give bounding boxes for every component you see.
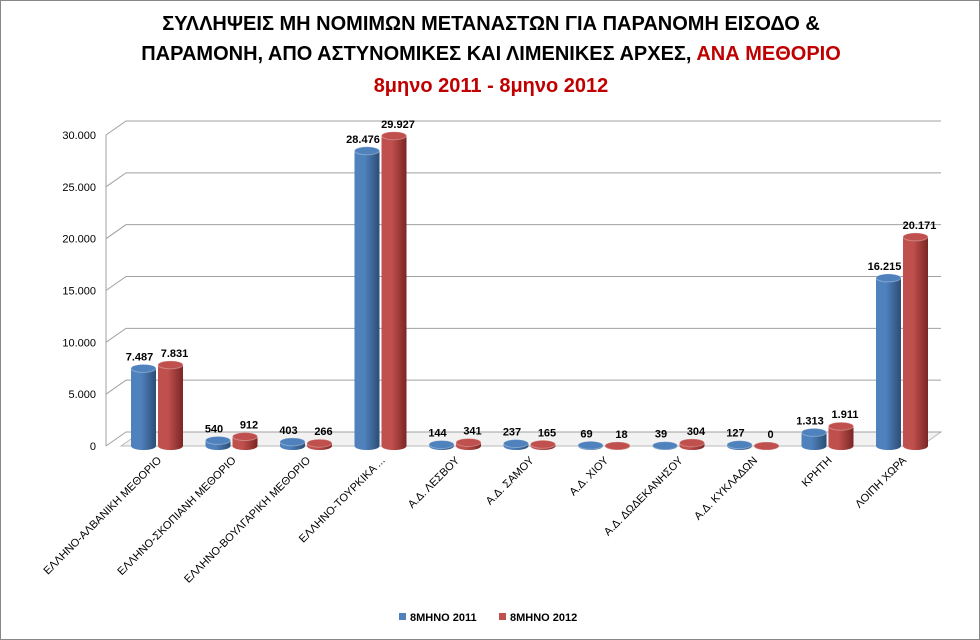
title-highlight: ΑΝΑ ΜΕΘΟΡΙΟ xyxy=(696,43,841,65)
y-tick-label: 30.000 xyxy=(62,130,96,142)
x-tick-label: Α.Δ. ΚΥΚΛΑΔΩΝ xyxy=(692,455,760,523)
x-tick-label: ΕΛΛΗΝΟ-ΒΟΥΛΓΑΡΙΚΗ ΜΕΘΟΡΙΟ xyxy=(182,454,313,585)
x-tick-label: Α.Δ. ΛΕΣΒΟΥ xyxy=(406,454,463,511)
gridline xyxy=(105,172,941,188)
data-label: 341 xyxy=(463,425,481,437)
gridline xyxy=(105,120,941,136)
y-tick-label: 10.000 xyxy=(62,337,96,349)
bar xyxy=(131,368,156,446)
data-label: 237 xyxy=(503,427,521,439)
gridline xyxy=(105,431,941,447)
data-label: 403 xyxy=(279,425,297,437)
y-tick-label: 15.000 xyxy=(62,286,96,298)
data-label: 7.831 xyxy=(161,348,189,360)
chart-title-line1: ΣΥΛΛΗΨΕΙΣ ΜΗ ΝΟΜΙΜΩΝ ΜΕΤΑΝΑΣΤΩΝ ΓΙΑ ΠΑΡΑ… xyxy=(162,13,820,35)
data-label: 39 xyxy=(655,429,667,441)
x-tick-label: ΕΛΛΗΝΟ-ΑΛΒΑΝΙΚΗ ΜΕΘΟΡΙΟ xyxy=(42,454,165,577)
data-label: 16.215 xyxy=(868,261,902,273)
data-label: 540 xyxy=(205,423,223,435)
bar-base xyxy=(232,442,258,450)
bar-top xyxy=(455,437,482,447)
data-label: 29.927 xyxy=(381,119,415,131)
bar xyxy=(232,436,258,446)
legend-swatch xyxy=(399,613,406,620)
bar-top xyxy=(205,435,231,445)
bar-top xyxy=(279,437,306,447)
data-label: 144 xyxy=(428,428,447,440)
gridline xyxy=(105,276,941,291)
data-label: 69 xyxy=(580,428,592,440)
bar xyxy=(828,426,854,446)
y-tick-label: 0 xyxy=(90,441,96,453)
data-label: 165 xyxy=(538,427,556,439)
title-text: ΠΑΡΑΜΟΝΗ, ΑΠΟ ΑΣΤΥΝΟΜΙΚΕΣ ΚΑΙ ΛΙΜΕΝΙΚΕΣ … xyxy=(141,43,692,65)
bar xyxy=(354,150,380,446)
bar-top xyxy=(306,438,333,448)
bar-top xyxy=(530,439,556,449)
x-tick-label: Α.Δ. ΧΙΟΥ xyxy=(567,454,611,498)
x-tick-label: ΕΛΛΗΝΟ-ΤΟΥΡΚΙΚΑ ... xyxy=(297,455,388,546)
bar-top xyxy=(157,360,184,370)
bar-top xyxy=(604,441,631,451)
legend-swatch xyxy=(499,613,506,620)
bar-top xyxy=(652,441,678,451)
data-label: 912 xyxy=(240,420,258,432)
x-tick-label: ΕΛΛΗΝΟ-ΣΚΟΠΙΑΝΗ ΜΕΘΟΡΙΟ xyxy=(115,454,239,578)
gridline xyxy=(105,327,941,343)
bar-base xyxy=(158,442,183,450)
x-tick-label: ΛΟΙΠΗ ΧΩΡΑ xyxy=(853,454,909,510)
bar-base xyxy=(903,442,928,450)
bar-base xyxy=(205,442,231,450)
data-label: 0 xyxy=(767,429,773,441)
bar-base xyxy=(801,442,827,450)
x-tick-label: Α.Δ. ΔΩΔΕΚΑΝΗΣΟΥ xyxy=(602,454,686,538)
bar-top xyxy=(428,440,455,450)
data-label: 28.476 xyxy=(346,134,380,146)
bar-base xyxy=(354,442,380,450)
data-label: 1.313 xyxy=(796,415,824,427)
bar xyxy=(876,277,901,446)
chart-subtitle: 8μηνο 2011 - 8μηνο 2012 xyxy=(373,75,609,97)
bar-top xyxy=(726,440,753,450)
x-tick-label: Α.Δ. ΣΑΜΟΥ xyxy=(484,454,537,507)
chart-title-line2: ΠΑΡΑΜΟΝΗ, ΑΠΟ ΑΣΤΥΝΟΜΙΚΕΣ ΚΑΙ ΛΙΜΕΝΙΚΕΣ … xyxy=(1,43,979,66)
bar-top xyxy=(801,427,827,437)
bar-base xyxy=(381,442,407,450)
bar-base xyxy=(876,442,901,450)
bar-top xyxy=(679,438,705,448)
bar-base xyxy=(828,442,854,450)
bar-top xyxy=(875,273,902,283)
x-tick-label: ΚΡΗΤΗ xyxy=(800,455,835,490)
bar xyxy=(903,236,928,446)
y-tick-label: 20.000 xyxy=(62,234,96,246)
legend-label: 8ΜΗΝΟ 2011 xyxy=(410,612,477,624)
y-tick-label: 5.000 xyxy=(68,389,96,401)
gridline xyxy=(105,224,941,240)
bar-top xyxy=(381,131,407,141)
data-label: 18 xyxy=(615,429,627,441)
data-label: 127 xyxy=(726,428,744,440)
bar-top xyxy=(354,146,380,156)
bar-top xyxy=(753,441,780,451)
bar xyxy=(158,364,183,446)
bar-top xyxy=(130,363,157,373)
bar-top xyxy=(503,439,529,449)
bar-top xyxy=(232,432,258,442)
bar-top xyxy=(902,232,929,242)
data-label: 304 xyxy=(687,426,706,438)
y-tick-label: 25.000 xyxy=(62,182,96,194)
data-label: 7.487 xyxy=(126,351,154,363)
data-label: 1.911 xyxy=(832,409,859,421)
bar xyxy=(381,135,407,446)
bar-top xyxy=(828,421,854,431)
bar-top xyxy=(577,440,604,450)
legend-label: 8ΜΗΝΟ 2012 xyxy=(510,612,577,624)
gridline xyxy=(105,379,941,395)
data-label: 266 xyxy=(314,426,332,438)
bar-base xyxy=(131,442,156,450)
data-label: 20.171 xyxy=(903,220,937,232)
